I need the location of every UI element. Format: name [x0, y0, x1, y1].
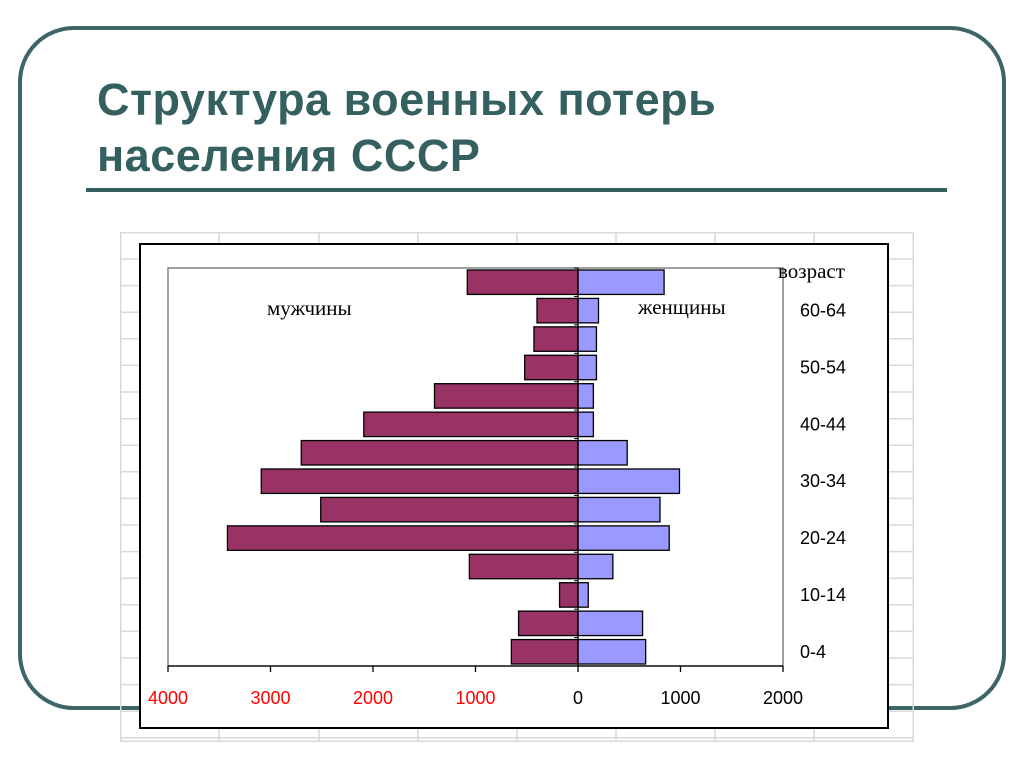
bar-women-30-34 [577, 468, 681, 495]
bar-men-60-64 [536, 297, 579, 324]
age-group-label: 10-14 [800, 585, 846, 605]
x-tick-label: 2000 [763, 688, 803, 708]
bar-women-45-49 [577, 383, 595, 409]
bar-men-45-49 [433, 383, 579, 409]
series-label-women: женщины [637, 295, 726, 319]
age-group-label: 50-54 [800, 358, 846, 378]
age-group-label: 20-24 [800, 528, 846, 548]
bar-women-55-59 [577, 326, 598, 352]
bar-men-0-4 [510, 638, 579, 665]
bar-women-65+ [577, 269, 665, 296]
x-tick-label: 1000 [455, 688, 495, 708]
bar-men-15-19 [468, 553, 579, 580]
age-group-label: 60-64 [800, 301, 846, 321]
bar-men-65+ [466, 269, 579, 296]
bar-men-10-14 [558, 582, 579, 608]
plot-area-border [167, 267, 784, 667]
bar-men-50-54 [524, 354, 579, 381]
age-group-label: 0-4 [800, 642, 826, 662]
age-axis-title: возраст [778, 259, 845, 283]
bar-men-55-59 [533, 326, 579, 352]
bar-women-60-64 [577, 297, 600, 324]
x-tick-label: 3000 [250, 688, 290, 708]
bar-women-0-4 [577, 638, 647, 665]
bar-women-25-29 [577, 496, 661, 523]
x-tick-label: 0 [573, 688, 583, 708]
x-tick-label: 1000 [660, 688, 700, 708]
x-tick-label: 4000 [148, 688, 188, 708]
title-underline [86, 188, 947, 192]
bar-women-10-14 [577, 582, 589, 608]
bar-women-35-39 [577, 439, 628, 466]
bar-women-5-9 [577, 610, 644, 637]
age-group-label: 30-34 [800, 471, 846, 491]
title-line-1: Структура военных потерь [97, 74, 717, 125]
bar-men-25-29 [320, 496, 579, 523]
bar-men-5-9 [517, 610, 579, 637]
slide-title: Структура военных потерь населения СССР [97, 72, 957, 184]
bar-women-40-44 [577, 411, 595, 438]
population-pyramid-chart: 4000 3000 2000 1000 0 1000 2000 0-4 10-14 20-24 30… [148, 259, 846, 708]
series-label-men: мужчины [267, 296, 352, 320]
bar-men-40-44 [363, 411, 579, 438]
bar-men-20-24 [226, 525, 579, 551]
bar-women-50-54 [577, 354, 598, 381]
chart-area: 4000 3000 2000 1000 0 1000 2000 0-4 10-14 20-24 30… [139, 243, 889, 729]
bar-women-15-19 [577, 553, 614, 580]
age-group-label: 40-44 [800, 414, 846, 434]
x-tick-label: 2000 [353, 688, 393, 708]
bar-men-35-39 [300, 439, 579, 466]
bar-women-20-24 [577, 525, 670, 551]
title-line-2: населения СССР [97, 130, 481, 181]
bar-men-30-34 [260, 468, 579, 495]
